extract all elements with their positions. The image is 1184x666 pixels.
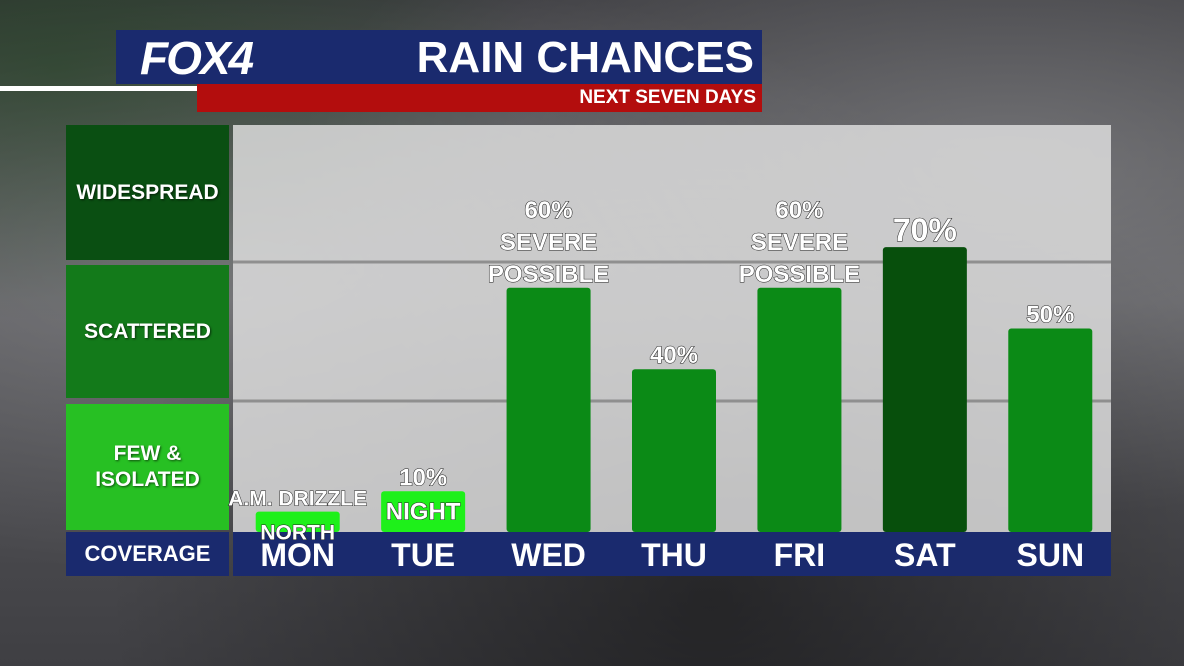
bar-label-thu-0: 40%: [650, 342, 698, 369]
header-bar: [116, 30, 762, 84]
day-label-sun: SUN: [1017, 537, 1085, 573]
day-label-fri: FRI: [774, 537, 826, 573]
bar-label-tue-0: 10%: [399, 464, 447, 491]
day-label-mon: MON: [260, 537, 335, 573]
chart-subtitle: NEXT SEVEN DAYS: [579, 87, 756, 108]
bar-fri: [757, 287, 842, 532]
coverage-axis-label: COVERAGE: [66, 532, 229, 576]
day-label-sat: SAT: [894, 537, 956, 573]
fox4-logo: FOX4: [140, 32, 254, 84]
coverage-few-isolated: FEW & ISOLATED: [66, 404, 229, 530]
coverage-scattered: SCATTERED: [66, 265, 229, 398]
day-axis-bar: [233, 532, 1111, 576]
bar-tue: [381, 491, 466, 532]
bar-label-fri-2: POSSIBLE: [739, 261, 860, 288]
bar-label-mon-1: NORTH: [260, 522, 335, 545]
bar-wed: [506, 287, 591, 532]
bar-sun: [1008, 328, 1093, 532]
day-label-tue: TUE: [391, 537, 455, 573]
day-label-thu: THU: [641, 537, 707, 573]
bar-label-wed-2: POSSIBLE: [488, 261, 609, 288]
bar-sat: [882, 247, 967, 532]
coverage-few-isolated-label: FEW & ISOLATED: [95, 442, 200, 491]
coverage-widespread: WIDESPREAD: [66, 125, 229, 260]
bar-label-fri-0: 60%: [775, 197, 823, 224]
day-label-wed: WED: [511, 537, 586, 573]
bar-label-sat-0: 70%: [893, 212, 957, 248]
subtitle-bar: [197, 84, 762, 112]
gridline-0: [233, 260, 1111, 264]
bar-label-tue-1: NIGHT: [386, 498, 461, 525]
bar-label-fri-1: SEVERE: [751, 229, 848, 256]
bar-label-wed-0: 60%: [525, 197, 573, 224]
header-accent-line: [0, 86, 200, 91]
bar-thu: [632, 369, 716, 532]
chart-title: RAIN CHANCES: [416, 33, 754, 82]
bar-label-wed-1: SEVERE: [500, 229, 597, 256]
bar-label-sun-0: 50%: [1026, 302, 1074, 329]
bar-label-mon-0: A.M. DRIZZLE: [228, 488, 367, 511]
bar-mon: [255, 511, 340, 532]
